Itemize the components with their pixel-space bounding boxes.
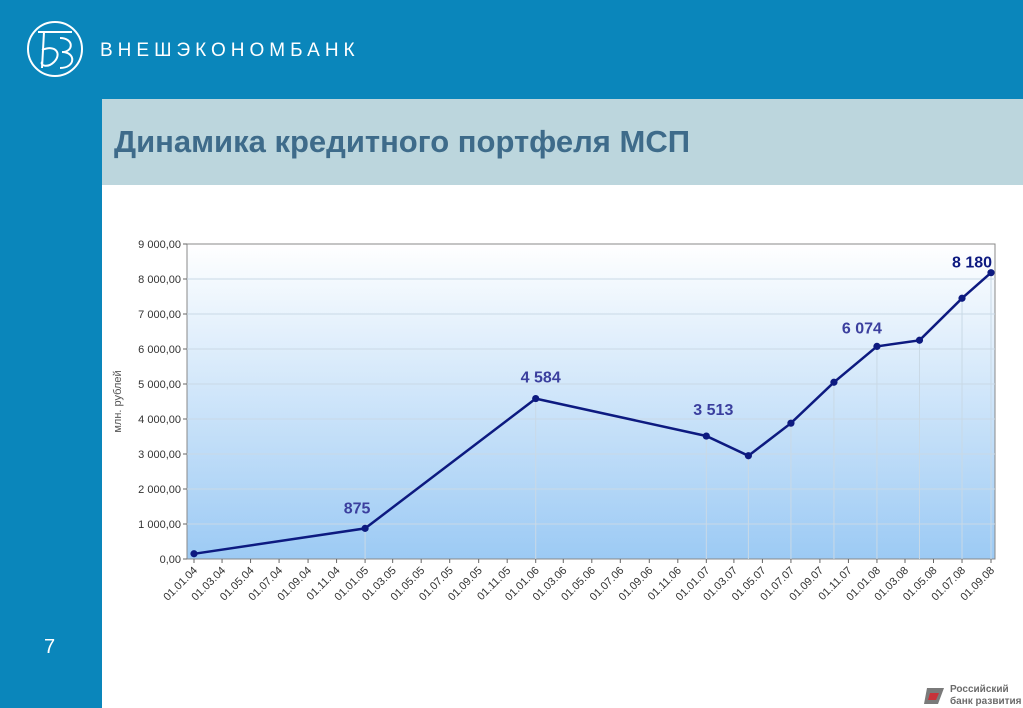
y-tick-label: 1 000,00	[138, 519, 181, 531]
data-label: 4 584	[521, 370, 561, 387]
rdb-footer-logo: Российский банк развития	[920, 680, 1023, 708]
data-label: 875	[344, 500, 371, 517]
data-point	[873, 342, 881, 351]
y-tick-label: 4 000,00	[138, 414, 181, 426]
y-tick-label: 3 000,00	[138, 449, 181, 461]
data-point	[190, 550, 198, 558]
title-band	[102, 99, 1023, 185]
page-title: Динамика кредитного портфеля МСП	[114, 124, 690, 159]
data-point	[787, 419, 795, 427]
data-point	[915, 336, 924, 344]
data-label: 6 074	[842, 320, 882, 337]
y-tick-label: 7 000,00	[138, 309, 181, 321]
y-tick-label: 6 000,00	[138, 344, 181, 356]
brand-name: ВНЕШЭКОНОМБАНК	[100, 40, 360, 61]
data-point	[958, 294, 966, 302]
y-tick-label: 2 000,00	[138, 484, 181, 496]
rdb-logo-icon	[924, 688, 944, 704]
rdb-logo-line2: банк развития	[950, 696, 1022, 707]
veb-monogram-logo-icon	[27, 21, 83, 77]
y-tick-label: 0,00	[160, 554, 181, 566]
y-tick-label: 9 000,00	[138, 239, 181, 251]
data-point	[532, 394, 540, 403]
data-point	[702, 432, 710, 440]
left-sidebar-bar	[0, 99, 102, 708]
rdb-logo-line1: Российский	[950, 684, 1009, 695]
data-label: 8 180	[952, 255, 992, 272]
data-point	[987, 269, 995, 277]
plot-area	[186, 243, 996, 560]
header-bar	[0, 0, 1023, 99]
data-point	[830, 378, 838, 386]
data-point	[361, 524, 369, 532]
y-axis-label: млн. рублей	[112, 370, 124, 432]
y-tick-label: 8 000,00	[138, 274, 181, 286]
y-tick-label: 5 000,00	[138, 379, 181, 391]
data-point	[744, 452, 752, 460]
data-label: 3 513	[693, 402, 733, 419]
page-number: 7	[44, 636, 56, 658]
